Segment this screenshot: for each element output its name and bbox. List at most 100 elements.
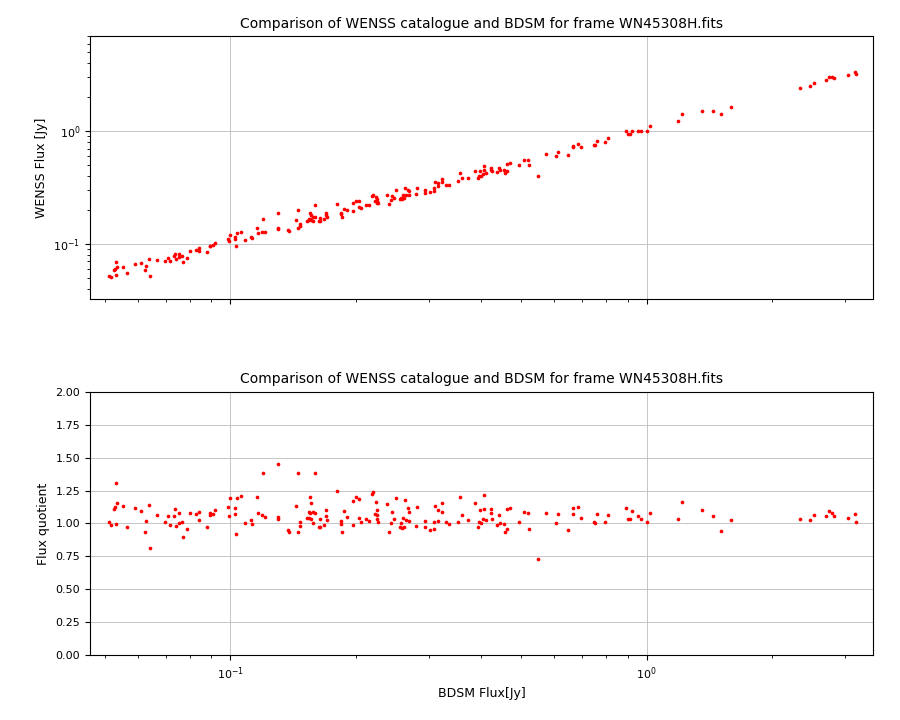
Point (169, 521, 184, 532)
Point (498, 164, 512, 176)
Point (384, 517, 399, 528)
Point (401, 184, 416, 196)
Point (531, 170, 545, 181)
Point (399, 514, 413, 526)
Point (571, 501, 585, 513)
Point (438, 179, 453, 191)
Point (380, 189, 394, 201)
Point (108, 264, 122, 275)
Point (387, 513, 401, 525)
Point (565, 503, 580, 514)
Point (104, 519, 119, 531)
Point (292, 220, 307, 232)
Point (359, 199, 374, 211)
Point (435, 497, 449, 508)
Point (317, 213, 331, 225)
Point (714, 108, 728, 120)
Point (354, 516, 368, 528)
Point (138, 526, 152, 538)
Point (230, 528, 244, 540)
Point (200, 522, 214, 534)
Point (352, 493, 366, 505)
Point (203, 508, 218, 519)
Point (335, 211, 349, 222)
Point (169, 253, 184, 265)
Point (461, 514, 475, 526)
Point (631, 510, 645, 522)
Point (281, 225, 295, 236)
Point (427, 516, 441, 528)
Point (359, 513, 374, 525)
Point (399, 189, 413, 201)
Point (158, 255, 172, 266)
Point (401, 506, 416, 518)
Point (841, 513, 855, 524)
Point (104, 271, 119, 282)
Point (588, 139, 602, 150)
Point (454, 172, 469, 184)
Point (292, 219, 307, 230)
Point (451, 516, 465, 527)
Point (369, 504, 383, 516)
Point (484, 162, 499, 174)
Point (442, 518, 456, 530)
Point (308, 507, 322, 518)
Point (289, 500, 303, 512)
Point (601, 132, 616, 144)
Point (619, 125, 634, 137)
Point (806, 77, 821, 89)
Point (158, 516, 172, 528)
Point (223, 492, 238, 504)
Point (590, 135, 604, 147)
Point (230, 228, 244, 239)
Point (370, 195, 384, 207)
Point (249, 492, 264, 503)
Point (365, 489, 380, 500)
Point (587, 516, 601, 528)
Point (827, 510, 842, 522)
Point (574, 512, 589, 523)
Point (340, 512, 355, 523)
Point (623, 513, 637, 525)
Point (485, 513, 500, 525)
Point (498, 167, 512, 179)
Point (271, 222, 285, 234)
Point (192, 507, 206, 518)
Point (282, 225, 296, 237)
Point (500, 166, 514, 177)
Point (292, 526, 306, 537)
Point (490, 166, 504, 178)
Point (566, 508, 580, 519)
Point (369, 496, 383, 508)
Point (461, 172, 475, 184)
Point (320, 515, 334, 526)
Point (172, 508, 186, 519)
Point (108, 477, 122, 488)
Point (348, 195, 363, 207)
Point (291, 467, 305, 479)
Point (220, 233, 235, 245)
Point (598, 516, 613, 528)
Point (142, 270, 157, 282)
Point (477, 489, 491, 500)
Point (311, 215, 326, 227)
Point (397, 522, 411, 534)
Point (335, 526, 349, 537)
Point (493, 165, 508, 176)
Point (106, 265, 121, 276)
Point (477, 164, 491, 176)
Point (394, 518, 409, 529)
Point (230, 492, 244, 503)
Point (503, 502, 517, 513)
Point (292, 521, 307, 532)
Point (111, 261, 125, 273)
Point (511, 516, 526, 528)
Point (847, 66, 861, 78)
Point (220, 501, 235, 513)
Point (793, 82, 807, 94)
Point (566, 142, 580, 153)
Point (238, 234, 252, 246)
Point (108, 501, 122, 513)
Point (522, 523, 536, 535)
Point (365, 190, 380, 202)
